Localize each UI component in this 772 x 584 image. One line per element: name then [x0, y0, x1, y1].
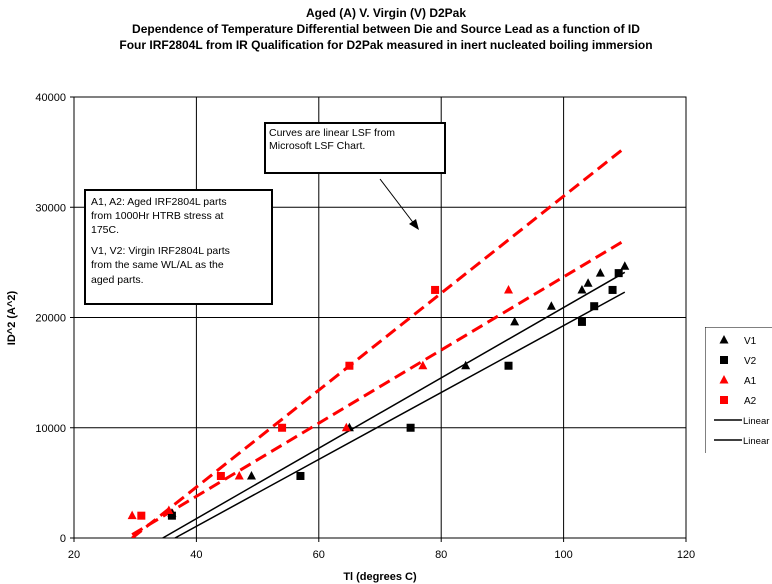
- data-point: [406, 423, 415, 432]
- data-point: [216, 471, 225, 480]
- data-point: [127, 510, 137, 520]
- annotation-parts-line-3: 175C.: [91, 224, 119, 236]
- legend-label: V2: [744, 356, 757, 367]
- y-tick-label: 30000: [35, 202, 66, 214]
- chart-title-line-1: Aged (A) V. Virgin (V) D2Pak: [305, 6, 467, 20]
- data-point: [590, 302, 599, 311]
- x-tick-label: 40: [190, 549, 202, 561]
- annotation-arrow-head: [409, 219, 419, 230]
- data-point: [137, 511, 146, 520]
- data-point: [296, 471, 305, 480]
- legend-label: V1: [744, 336, 757, 347]
- annotation-lsf-note: Curves are linear LSF from Microsoft LSF…: [264, 122, 446, 230]
- y-tick-label: 10000: [35, 423, 66, 435]
- legend-marker: [719, 375, 729, 384]
- legend-label: Linear (V2): [743, 436, 772, 447]
- y-axis-label: ID^2 (A^2): [6, 290, 18, 345]
- x-tick-label: 60: [313, 549, 325, 561]
- data-point: [461, 360, 471, 370]
- annotation-parts-line-6: aged parts.: [91, 274, 144, 286]
- data-point: [577, 284, 587, 294]
- data-point: [546, 301, 556, 310]
- data-point: [418, 360, 428, 370]
- y-tick-label: 40000: [35, 92, 66, 104]
- annotation-lsf-line-2: Microsoft LSF Chart.: [269, 140, 365, 152]
- data-point: [504, 361, 513, 370]
- legend-label: A1: [744, 376, 757, 387]
- data-point: [504, 284, 514, 294]
- legend-entries: V1 V2 A1 A2 Linear (V1) Linear (V2): [714, 335, 772, 447]
- data-point: [341, 422, 351, 432]
- trendline: [174, 291, 626, 538]
- legend-marker: [720, 396, 728, 404]
- data-point: [583, 278, 593, 287]
- annotation-parts-line-2: from 1000Hr HTRB stress at: [91, 210, 224, 222]
- x-tick-label: 20: [68, 549, 80, 561]
- annotation-parts-note: A1, A2: Aged IRF2804L parts from 1000Hr …: [84, 189, 273, 305]
- x-tick-label: 120: [677, 549, 695, 561]
- data-point: [577, 317, 586, 326]
- legend: V1 V2 A1 A2 Linear (V1) Linear (V2): [705, 327, 772, 453]
- annotation-parts-line-4: V1, V2: Virgin IRF2804L parts: [91, 245, 230, 257]
- data-point: [431, 285, 440, 294]
- data-point: [608, 285, 617, 294]
- trendline-layer: [131, 146, 626, 538]
- data-point: [614, 269, 623, 278]
- annotation-lsf-line-1: Curves are linear LSF from: [269, 127, 395, 139]
- legend-marker: [719, 335, 729, 344]
- data-point: [620, 261, 630, 270]
- data-point: [234, 470, 244, 480]
- trendline: [131, 239, 626, 536]
- annotation-parts-line-5: from the same WL/AL as the: [91, 259, 224, 271]
- legend-marker: [720, 356, 728, 364]
- data-point-layer: [127, 261, 630, 520]
- legend-frame: [705, 327, 772, 453]
- x-tick-label: 80: [435, 549, 447, 561]
- legend-label: Linear (V1): [743, 416, 772, 427]
- data-point: [345, 361, 354, 370]
- data-point: [167, 511, 176, 520]
- y-tick-label: 20000: [35, 313, 66, 325]
- annotation-parts-line-1: A1, A2: Aged IRF2804L parts: [91, 196, 227, 208]
- x-tick-label: 100: [554, 549, 572, 561]
- annotation-arrow-shaft: [379, 178, 416, 226]
- x-axis-label: Tl (degrees C): [343, 571, 417, 583]
- data-point: [278, 423, 287, 432]
- chart-title-line-2: Dependence of Temperature Differential b…: [132, 22, 640, 36]
- chart-title-line-3: Four IRF2804L from IR Qualification for …: [119, 38, 653, 52]
- data-point: [595, 268, 605, 277]
- trendline: [131, 146, 626, 538]
- data-point: [246, 470, 256, 480]
- trendline: [162, 271, 626, 538]
- axis-ticks: 20 40 60 80 100 120 0 10000 20000 30000 40000: [35, 92, 695, 561]
- data-point: [510, 316, 520, 326]
- data-point: [164, 505, 174, 514]
- legend-label: A2: [744, 396, 757, 407]
- y-tick-label: 0: [60, 533, 66, 545]
